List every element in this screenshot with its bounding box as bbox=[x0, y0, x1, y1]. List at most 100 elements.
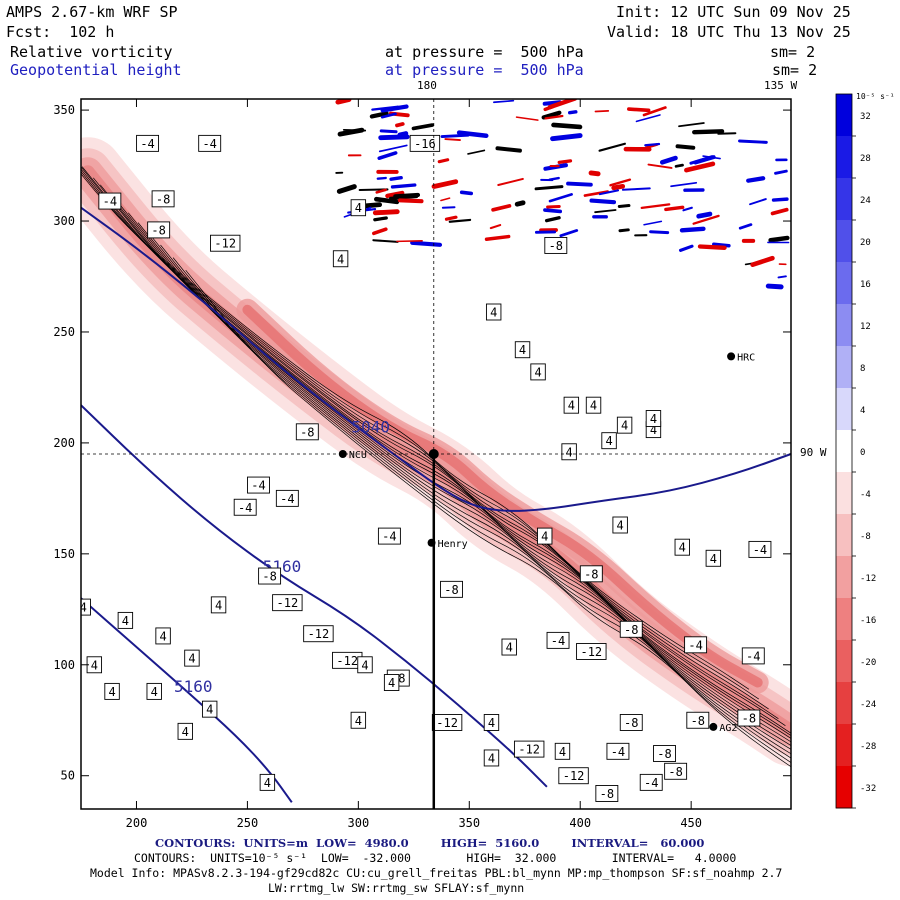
contour-label-box-54 bbox=[705, 549, 722, 567]
contour-label-2: -4 bbox=[103, 195, 117, 209]
contour-label-49: -8 bbox=[668, 765, 682, 779]
polar-vorticity-streak-67 bbox=[678, 244, 694, 252]
polar-vorticity-streak-124 bbox=[550, 133, 583, 142]
contour-label-box-38 bbox=[483, 714, 500, 731]
polar-vorticity-streak-78 bbox=[437, 158, 450, 164]
station-label-hrc: HRC bbox=[737, 352, 755, 363]
contour-label-box-24 bbox=[272, 594, 303, 612]
contour-label-box-22 bbox=[377, 527, 401, 545]
contour-label-box-2 bbox=[98, 192, 122, 210]
height-contour-5160-2 bbox=[81, 597, 293, 803]
contour-label-box-66 bbox=[146, 682, 162, 700]
contour-label-38: 4 bbox=[488, 716, 495, 730]
contour-label-20: -4 bbox=[280, 492, 294, 506]
polar-vorticity-streak-108 bbox=[566, 181, 593, 187]
contour-label-53: 4 bbox=[679, 541, 686, 555]
contour-label-box-34 bbox=[357, 656, 373, 674]
colorbar-label-28: 28 bbox=[860, 154, 871, 164]
plot-frame bbox=[80, 98, 792, 810]
field2-smoothing: sm= 2 bbox=[772, 61, 818, 79]
contour-label-55: 4 bbox=[650, 412, 657, 426]
polar-vorticity-streak-36 bbox=[712, 242, 731, 248]
polar-vorticity-streak-58 bbox=[621, 187, 651, 191]
vorticity-contour-line-14 bbox=[185, 269, 791, 768]
contour-label-box-46 bbox=[737, 709, 761, 727]
contour-label-42: -8 bbox=[600, 787, 614, 801]
polar-vorticity-streak-137 bbox=[702, 155, 721, 160]
polar-vorticity-streak-102 bbox=[389, 194, 419, 201]
colorbar-label-24: 24 bbox=[860, 196, 871, 206]
polar-vorticity-streak-19 bbox=[372, 239, 399, 243]
contour-label-64: 4 bbox=[91, 658, 98, 672]
contour-label-box-21 bbox=[233, 498, 257, 516]
colorbar-swatch-28 bbox=[836, 136, 852, 179]
polar-vorticity-streak-52 bbox=[544, 216, 561, 223]
polar-vorticity-streak-34 bbox=[770, 207, 789, 216]
x-tick-label-400: 400 bbox=[569, 816, 591, 830]
polar-vorticity-streak-65 bbox=[544, 114, 564, 120]
contour-label-box-53 bbox=[674, 538, 690, 556]
contour-label-box-36 bbox=[383, 674, 400, 691]
colorbar-label-0: 0 bbox=[860, 448, 865, 458]
polar-vorticity-streak-12 bbox=[456, 130, 489, 138]
polar-vorticity-streak-86 bbox=[589, 198, 617, 205]
vorticity-contour-info: CONTOURS: UNITS=10⁻⁵ s⁻¹ LOW= -32.000 HI… bbox=[134, 851, 737, 865]
station-label-henry: Henry bbox=[438, 539, 468, 550]
polar-vorticity-streak-37 bbox=[373, 216, 388, 222]
polar-vorticity-streak-125 bbox=[750, 255, 775, 268]
contour-label-box-48 bbox=[653, 745, 676, 762]
meridian-label-135w: 135 W bbox=[764, 79, 797, 92]
polar-vorticity-streak-85 bbox=[679, 226, 706, 233]
contour-label-17: 4 bbox=[605, 434, 612, 448]
contour-label-box-30 bbox=[619, 620, 643, 638]
contour-label-box-6 bbox=[350, 199, 367, 217]
polar-vorticity-streak-112 bbox=[397, 198, 424, 204]
colorbar-label-20: 20 bbox=[860, 238, 871, 248]
polar-vorticity-streak-138 bbox=[543, 104, 555, 112]
polar-vorticity-streak-69 bbox=[342, 128, 367, 132]
polar-vorticity-streak-43 bbox=[372, 209, 400, 216]
polar-vorticity-streak-1 bbox=[369, 111, 389, 119]
contour-label-box-52 bbox=[748, 540, 772, 558]
polar-vorticity-streak-110 bbox=[642, 106, 667, 117]
colorbar-swatch--20 bbox=[836, 640, 852, 683]
contour-label-box-0 bbox=[136, 134, 160, 152]
contour-label-62: 4 bbox=[188, 652, 195, 666]
contour-label-box-58 bbox=[537, 527, 553, 545]
polar-vorticity-streak-57 bbox=[594, 110, 610, 113]
contour-label-34: 4 bbox=[361, 658, 368, 672]
polar-vorticity-streak-18 bbox=[635, 114, 661, 123]
polar-vorticity-streak-90 bbox=[489, 224, 502, 230]
colorbar-label--24: -24 bbox=[860, 700, 876, 710]
polar-vorticity-streak-129 bbox=[448, 218, 472, 223]
polar-vorticity-streak-104 bbox=[514, 200, 526, 207]
height-contour-label-2: 5160 bbox=[174, 677, 213, 696]
colorbar-swatch--4 bbox=[836, 472, 852, 515]
contour-label-box-29 bbox=[579, 565, 603, 583]
contour-label-63: 4 bbox=[215, 598, 222, 612]
polar-vorticity-streak-134 bbox=[543, 208, 563, 214]
contour-label-10: 4 bbox=[490, 306, 497, 320]
polar-vorticity-streak-20 bbox=[559, 229, 579, 238]
height-contour-info: CONTOURS: UNITS=m LOW= 4980.0 HIGH= 5160… bbox=[155, 836, 705, 850]
contour-label-box-43 bbox=[684, 636, 708, 654]
station-dot-henry bbox=[427, 538, 436, 547]
polar-vorticity-streak-50 bbox=[738, 223, 753, 230]
polar-vorticity-streak-42 bbox=[738, 139, 768, 144]
contour-label-61: 4 bbox=[159, 629, 166, 643]
y-tick-label-150: 150 bbox=[53, 547, 75, 561]
polar-vorticity-streak-111 bbox=[598, 189, 620, 196]
polar-vorticity-streak-66 bbox=[689, 155, 714, 165]
vorticity-contour-line-0 bbox=[81, 173, 750, 690]
colorbar-label--32: -32 bbox=[860, 784, 876, 794]
contour-label-box-57 bbox=[561, 443, 577, 461]
contour-label-box-17 bbox=[601, 432, 617, 450]
polar-vorticity-streak-29 bbox=[692, 129, 725, 135]
polar-vorticity-streak-105 bbox=[497, 177, 524, 186]
contour-label-4: -8 bbox=[151, 223, 165, 237]
contour-label-54: 4 bbox=[710, 552, 717, 566]
contour-label-70: 4 bbox=[488, 751, 495, 765]
contour-label-box-3 bbox=[151, 190, 175, 208]
contour-label-box-62 bbox=[184, 649, 200, 667]
colorbar-label--8: -8 bbox=[860, 532, 871, 542]
